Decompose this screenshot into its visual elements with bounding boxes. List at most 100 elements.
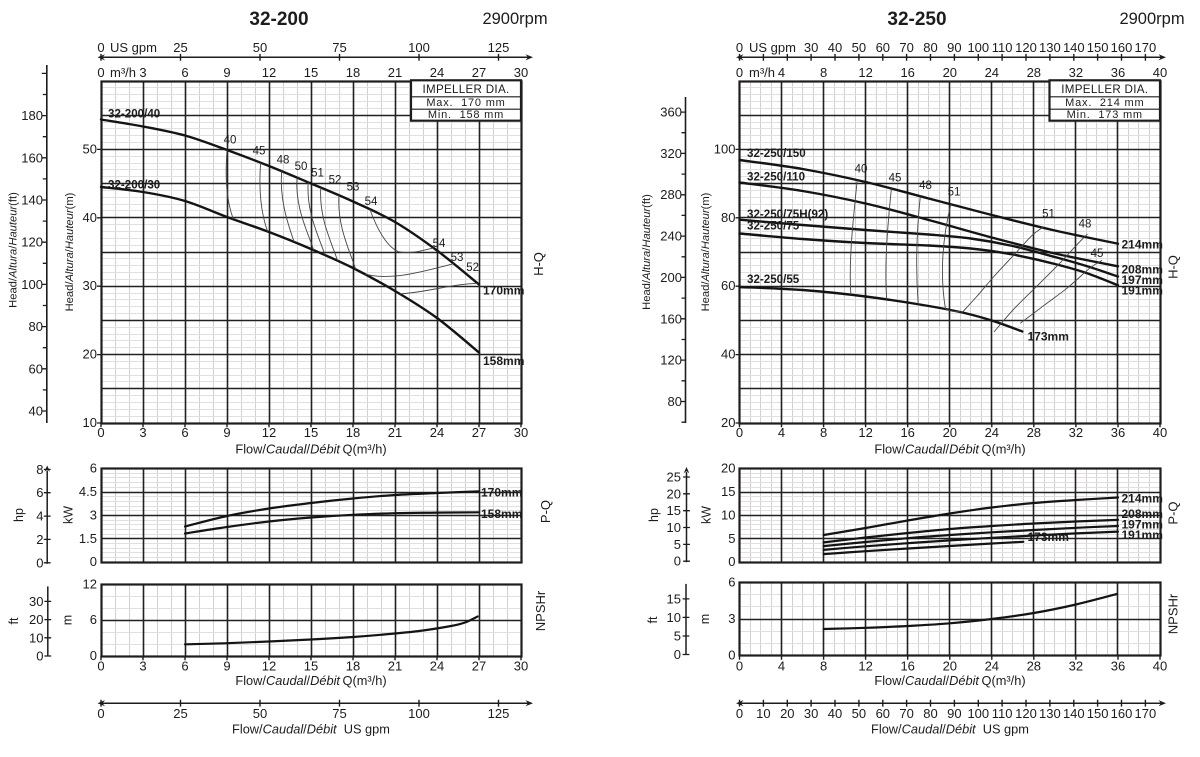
svg-text:160: 160 bbox=[1111, 40, 1133, 55]
svg-text:5: 5 bbox=[674, 629, 681, 644]
svg-text:100: 100 bbox=[967, 40, 989, 55]
svg-text:208mm: 208mm bbox=[1122, 262, 1163, 276]
svg-text:40: 40 bbox=[828, 40, 842, 55]
svg-text:Flow/Caudal/Débit Q(m³/h): Flow/Caudal/Débit Q(m³/h) bbox=[874, 442, 1025, 457]
svg-text:51: 51 bbox=[948, 187, 961, 199]
svg-text:20: 20 bbox=[943, 659, 957, 674]
svg-text:5: 5 bbox=[728, 531, 735, 546]
svg-text:0: 0 bbox=[97, 706, 104, 721]
svg-text:158mm: 158mm bbox=[483, 354, 524, 368]
svg-text:32: 32 bbox=[1069, 659, 1083, 674]
svg-text:50: 50 bbox=[295, 161, 308, 173]
svg-text:32: 32 bbox=[1069, 425, 1083, 440]
svg-text:P-Q: P-Q bbox=[538, 500, 553, 523]
svg-text:90: 90 bbox=[947, 706, 961, 721]
svg-text:27: 27 bbox=[472, 425, 486, 440]
svg-text:158mm: 158mm bbox=[481, 507, 522, 521]
svg-text:45: 45 bbox=[889, 173, 902, 185]
svg-text:0: 0 bbox=[736, 40, 743, 55]
svg-text:30: 30 bbox=[29, 594, 43, 609]
svg-text:50: 50 bbox=[83, 141, 97, 156]
svg-text:54: 54 bbox=[365, 196, 378, 208]
svg-text:214mm: 214mm bbox=[1122, 492, 1163, 506]
svg-text:24: 24 bbox=[430, 659, 444, 674]
svg-text:32-200: 32-200 bbox=[249, 9, 308, 30]
svg-text:Head/Altura/Hauteur(m): Head/Altura/Hauteur(m) bbox=[64, 192, 76, 311]
svg-text:130: 130 bbox=[1039, 40, 1061, 55]
svg-text:32-250/55: 32-250/55 bbox=[747, 273, 800, 286]
svg-text:30: 30 bbox=[514, 659, 528, 674]
svg-text:51: 51 bbox=[311, 168, 324, 180]
svg-text:80: 80 bbox=[923, 40, 937, 55]
svg-text:m: m bbox=[698, 614, 712, 624]
svg-text:18: 18 bbox=[346, 659, 360, 674]
svg-text:24: 24 bbox=[985, 659, 999, 674]
svg-text:140: 140 bbox=[1063, 40, 1085, 55]
svg-text:15: 15 bbox=[304, 425, 318, 440]
svg-text:120: 120 bbox=[660, 353, 682, 368]
svg-text:2900rpm: 2900rpm bbox=[1119, 10, 1184, 28]
svg-text:m³/h: m³/h bbox=[110, 65, 136, 80]
svg-text:24: 24 bbox=[985, 425, 999, 440]
svg-text:160: 160 bbox=[21, 150, 43, 165]
svg-text:30: 30 bbox=[514, 65, 528, 80]
svg-text:120: 120 bbox=[1015, 706, 1037, 721]
svg-text:120: 120 bbox=[21, 235, 43, 250]
svg-text:15: 15 bbox=[667, 503, 681, 518]
svg-text:9: 9 bbox=[223, 425, 230, 440]
svg-text:90: 90 bbox=[947, 40, 961, 55]
svg-text:50: 50 bbox=[852, 40, 866, 55]
svg-text:m: m bbox=[61, 615, 75, 625]
svg-text:10: 10 bbox=[667, 520, 681, 535]
svg-text:0: 0 bbox=[97, 65, 104, 80]
svg-text:ft: ft bbox=[646, 616, 660, 623]
svg-text:40: 40 bbox=[721, 347, 735, 362]
svg-text:214mm: 214mm bbox=[1122, 238, 1163, 252]
svg-text:53: 53 bbox=[451, 252, 464, 264]
svg-text:170: 170 bbox=[1135, 40, 1157, 55]
svg-text:Min. 173 mm: Min. 173 mm bbox=[1067, 109, 1143, 121]
svg-text:36: 36 bbox=[1111, 65, 1125, 80]
svg-text:27: 27 bbox=[472, 65, 486, 80]
svg-text:200: 200 bbox=[660, 270, 682, 285]
svg-text:140: 140 bbox=[21, 193, 43, 208]
svg-text:15: 15 bbox=[304, 659, 318, 674]
svg-text:100: 100 bbox=[21, 277, 43, 292]
svg-text:10: 10 bbox=[667, 610, 681, 625]
svg-text:70: 70 bbox=[899, 706, 913, 721]
svg-text:12: 12 bbox=[858, 659, 872, 674]
svg-text:100: 100 bbox=[408, 706, 430, 721]
svg-text:NPSHr: NPSHr bbox=[533, 590, 548, 631]
svg-text:12: 12 bbox=[858, 65, 872, 80]
svg-text:IMPELLER DIA.: IMPELLER DIA. bbox=[422, 83, 509, 96]
svg-text:197mm: 197mm bbox=[1122, 518, 1163, 532]
svg-text:Head/Altura/Hauteur(ft): Head/Altura/Hauteur(ft) bbox=[641, 194, 653, 310]
svg-text:160: 160 bbox=[1111, 706, 1133, 721]
svg-text:60: 60 bbox=[721, 278, 735, 293]
svg-text:m³/h: m³/h bbox=[749, 65, 775, 80]
svg-text:1.5: 1.5 bbox=[79, 531, 97, 546]
svg-text:48: 48 bbox=[1079, 219, 1092, 231]
svg-text:27: 27 bbox=[472, 659, 486, 674]
svg-text:2: 2 bbox=[36, 532, 43, 547]
svg-text:40: 40 bbox=[83, 210, 97, 225]
svg-text:IMPELLER DIA.: IMPELLER DIA. bbox=[1061, 83, 1148, 96]
svg-text:kW: kW bbox=[700, 506, 714, 524]
svg-text:0: 0 bbox=[728, 554, 735, 569]
svg-text:51: 51 bbox=[1042, 209, 1055, 221]
svg-text:150: 150 bbox=[1087, 706, 1109, 721]
svg-text:20: 20 bbox=[943, 425, 957, 440]
svg-text:75: 75 bbox=[332, 40, 346, 55]
svg-text:10: 10 bbox=[756, 706, 770, 721]
svg-text:100: 100 bbox=[967, 706, 989, 721]
svg-text:6: 6 bbox=[181, 425, 188, 440]
svg-text:6: 6 bbox=[36, 485, 43, 500]
svg-text:80: 80 bbox=[668, 394, 682, 409]
svg-text:197mm: 197mm bbox=[1122, 273, 1163, 287]
svg-text:40: 40 bbox=[29, 404, 43, 419]
svg-text:15: 15 bbox=[667, 591, 681, 606]
svg-text:25: 25 bbox=[173, 706, 187, 721]
svg-text:8: 8 bbox=[820, 659, 827, 674]
svg-text:20: 20 bbox=[83, 347, 97, 362]
svg-text:40: 40 bbox=[224, 135, 237, 147]
